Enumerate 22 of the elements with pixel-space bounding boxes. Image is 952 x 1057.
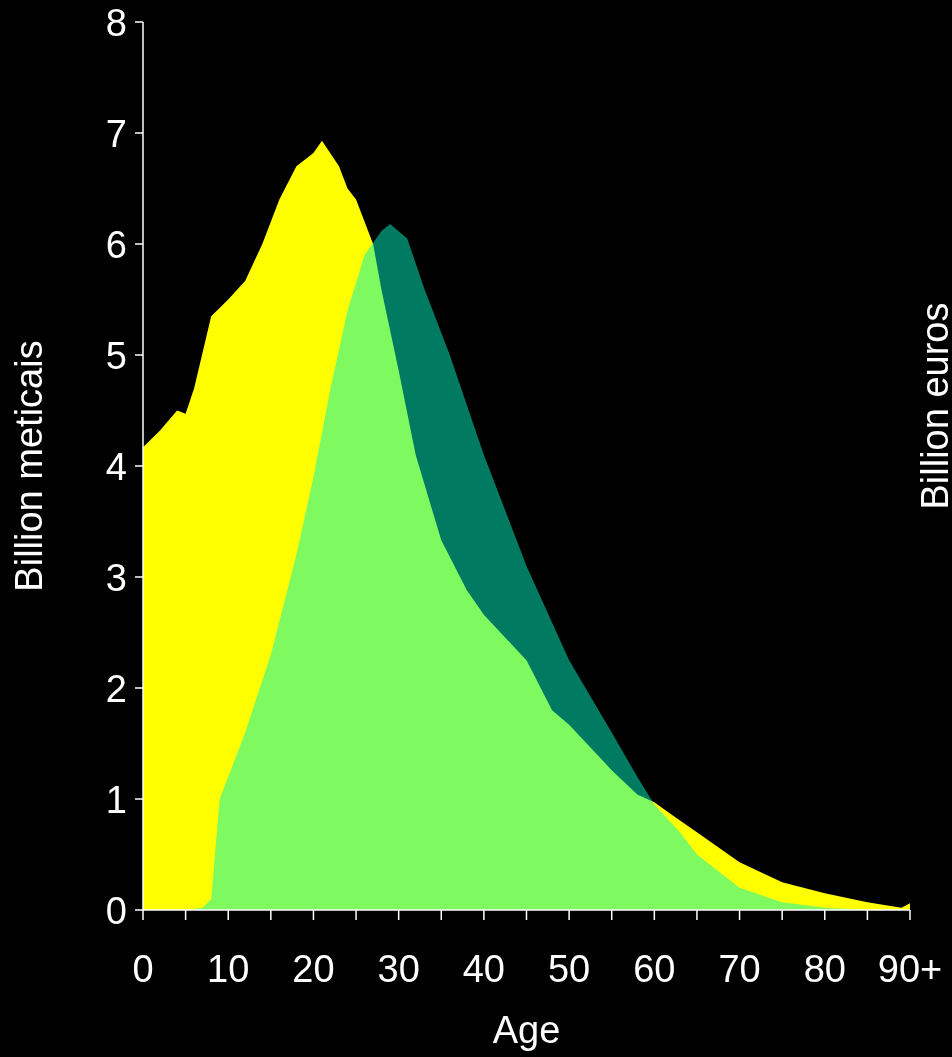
x-tick-label: 10 (207, 948, 250, 990)
y-tick-label: 8 (105, 1, 127, 44)
x-tick-label: 60 (633, 948, 676, 990)
x-tick-label: 40 (462, 948, 506, 990)
x-tick-label: 50 (547, 948, 591, 990)
y-tick-label: 2 (105, 667, 127, 710)
x-tick-label: 70 (718, 948, 761, 990)
y-tick-label: 0 (105, 889, 127, 932)
x-axis-title: Age (492, 1009, 561, 1051)
x-tick-label: 0 (132, 948, 154, 990)
y-tick-label: 7 (105, 112, 127, 155)
x-tick-label: 90+ (877, 948, 943, 990)
y-tick-label: 6 (105, 223, 127, 266)
x-tick-label: 30 (377, 948, 420, 990)
y-tick-label: 5 (105, 334, 127, 377)
x-tick-label: 20 (292, 948, 335, 990)
y-tick-label: 4 (105, 445, 127, 488)
y-tick-label: 1 (105, 778, 127, 821)
y-tick-label: 3 (105, 556, 127, 599)
y2-axis-title: Billion euros (914, 302, 952, 510)
y-axis-title: Billion meticais (8, 340, 50, 592)
x-tick-label: 80 (803, 948, 846, 990)
